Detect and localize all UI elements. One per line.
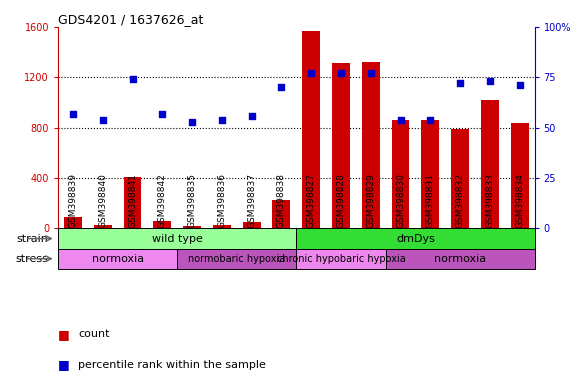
Text: GSM398840: GSM398840	[98, 174, 107, 228]
Bar	[296, 228, 535, 249]
Bar	[481, 100, 498, 228]
Text: GSM398833: GSM398833	[485, 174, 494, 228]
Bar	[153, 221, 171, 228]
Point	[188, 119, 197, 125]
Text: wild type: wild type	[152, 233, 203, 243]
Text: normoxia: normoxia	[434, 254, 486, 264]
Bar	[421, 120, 439, 228]
Text: GSM398836: GSM398836	[217, 174, 227, 228]
Point	[396, 117, 405, 123]
Point	[307, 70, 316, 76]
Point	[157, 111, 167, 117]
Text: normobaric hypoxia: normobaric hypoxia	[188, 254, 285, 264]
Bar	[302, 31, 320, 228]
Bar	[451, 129, 469, 228]
Point	[485, 78, 494, 84]
Text: GSM398831: GSM398831	[426, 174, 435, 228]
Text: normoxia: normoxia	[92, 254, 144, 264]
Text: GSM398829: GSM398829	[366, 174, 375, 228]
Bar	[243, 222, 260, 228]
Text: stress: stress	[16, 254, 49, 264]
Bar	[332, 63, 350, 228]
Bar	[386, 249, 535, 269]
Point	[128, 76, 137, 83]
Point	[456, 80, 465, 86]
Text: strain: strain	[17, 233, 49, 243]
Text: GSM398827: GSM398827	[307, 174, 315, 228]
Point	[336, 70, 346, 76]
Point	[366, 70, 375, 76]
Bar	[213, 225, 231, 228]
Point	[69, 111, 78, 117]
Bar	[58, 249, 177, 269]
Bar	[296, 249, 386, 269]
Bar	[58, 228, 296, 249]
Text: GSM398835: GSM398835	[188, 174, 196, 228]
Point	[247, 113, 256, 119]
Text: GSM398834: GSM398834	[515, 174, 524, 228]
Text: GSM398838: GSM398838	[277, 174, 286, 228]
Text: GSM398832: GSM398832	[456, 174, 465, 228]
Text: chronic hypobaric hypoxia: chronic hypobaric hypoxia	[277, 254, 406, 264]
Text: GSM398841: GSM398841	[128, 174, 137, 228]
Point	[98, 117, 107, 123]
Text: ■: ■	[58, 328, 70, 341]
Bar	[124, 177, 141, 228]
Bar	[272, 200, 290, 228]
Bar	[511, 122, 529, 228]
Bar	[64, 217, 82, 228]
Bar	[362, 62, 379, 228]
Text: count: count	[78, 329, 110, 339]
Text: GDS4201 / 1637626_at: GDS4201 / 1637626_at	[58, 13, 203, 26]
Point	[515, 82, 524, 88]
Text: percentile rank within the sample: percentile rank within the sample	[78, 360, 266, 370]
Point	[277, 84, 286, 91]
Text: GSM398839: GSM398839	[69, 174, 77, 228]
Text: GSM398830: GSM398830	[396, 174, 405, 228]
Bar	[183, 226, 201, 228]
Bar	[177, 249, 296, 269]
Text: GSM398837: GSM398837	[247, 174, 256, 228]
Text: GSM398828: GSM398828	[336, 174, 346, 228]
Text: ■: ■	[58, 358, 70, 371]
Point	[217, 117, 227, 123]
Text: dmDys: dmDys	[396, 233, 435, 243]
Text: GSM398842: GSM398842	[158, 174, 167, 228]
Point	[426, 117, 435, 123]
Bar	[94, 225, 112, 228]
Bar	[392, 120, 410, 228]
